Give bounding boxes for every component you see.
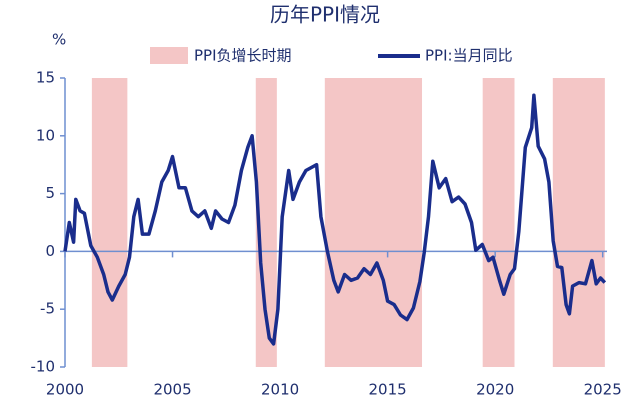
y-tick-label: 10 [36,126,55,144]
shaded-period [324,78,423,367]
y-tick-label: 15 [36,69,55,87]
x-tick-label: 2005 [153,381,191,399]
legend-label: PPI:当月同比 [425,47,513,65]
x-tick-label: 2000 [46,381,84,399]
legend-swatch [150,47,188,64]
y-unit: % [52,31,66,49]
x-tick-label: 2015 [369,381,407,399]
y-tick-label: 0 [45,242,55,260]
x-tick-label: 2010 [261,381,299,399]
shaded-period [255,78,277,367]
x-tick-label: 2020 [476,381,514,399]
y-tick-label: 5 [45,184,55,202]
x-tick-label: 2025 [584,381,622,399]
chart-title: 历年PPI情况 [270,3,380,27]
line-series [63,93,607,346]
y-tick-label: -5 [40,300,55,318]
shaded-period [91,78,128,367]
y-tick-label: -10 [31,358,56,376]
shaded-period [482,78,515,367]
shaded-period [552,78,605,367]
legend-label: PPI负增长时期 [194,47,292,65]
